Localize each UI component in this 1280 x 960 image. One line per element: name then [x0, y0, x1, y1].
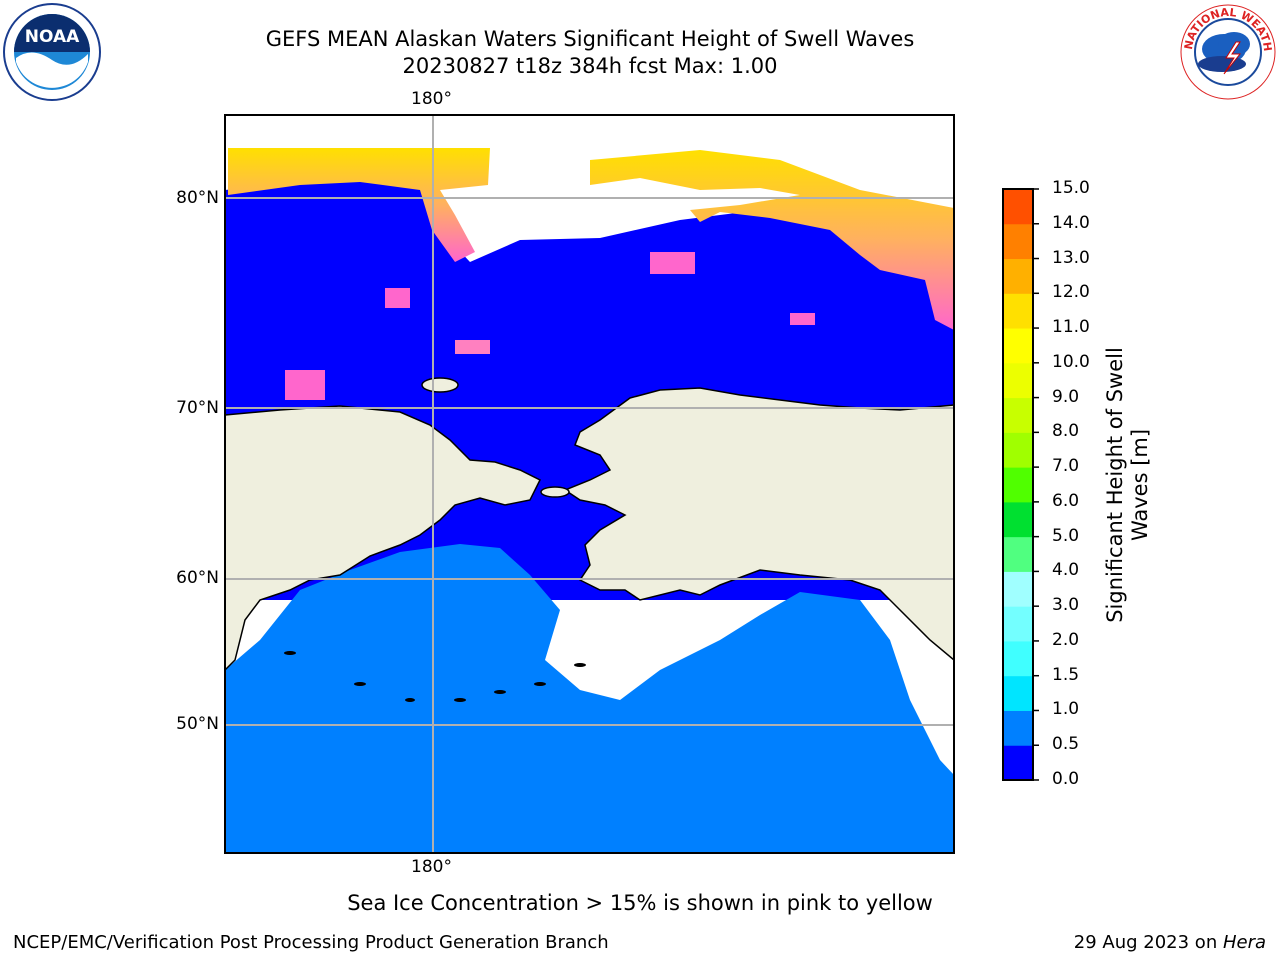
land-st-lawrence: [540, 486, 570, 498]
lon-label-top: 180°: [411, 89, 452, 109]
colorbar-tick-label: 10.0: [1052, 351, 1090, 372]
lat-label-60: 60°N: [176, 568, 219, 588]
map-field: [225, 115, 954, 853]
colorbar-band: [1003, 293, 1033, 329]
colorbar-band: [1003, 675, 1033, 711]
machine-name: Hera: [1222, 932, 1266, 953]
colorbar-band: [1003, 536, 1033, 572]
sea-ice-caption: Sea Ice Concentration > 15% is shown in …: [347, 891, 933, 915]
colorbar-frame: [1002, 188, 1034, 781]
colorbar-band: [1003, 571, 1033, 607]
map-title: GEFS MEAN Alaskan Waters Significant Hei…: [265, 27, 915, 51]
colorbar-tickmarks: [1033, 188, 1039, 781]
ice-patch: [650, 252, 695, 274]
lat-label-80: 80°N: [176, 188, 219, 208]
colorbar-tick-label: 2.0: [1052, 629, 1080, 650]
graticule: [225, 115, 954, 853]
ocean-mid-swell: [225, 544, 954, 853]
ice-patch: [385, 288, 410, 308]
aleutian-islands: [284, 651, 586, 702]
colorbar-tick-label: 7.0: [1052, 456, 1080, 477]
colorbar-tick-label: 3.0: [1052, 595, 1080, 616]
colorbar: [1003, 189, 1033, 781]
colorbar-band: [1003, 189, 1033, 225]
date-text: 29 Aug 2023 on Hera: [1074, 932, 1266, 953]
colorbar-band: [1003, 362, 1033, 399]
colorbar-title: Significant Height of Swell Waves [m]: [1103, 347, 1153, 623]
map-subtitle: 20230827 t18z 384h fcst Max: 1.00: [402, 54, 778, 78]
colorbar-tick-label: 12.0: [1052, 282, 1090, 303]
colorbar-title-line: Significant Height of Swell: [1103, 347, 1127, 623]
colorbar-title-line: Waves [m]: [1128, 428, 1152, 542]
sea-ice-band-east: [590, 150, 954, 330]
lat-label-70: 70°N: [176, 398, 219, 418]
colorbar-tick-label: 5.0: [1052, 525, 1080, 546]
colorbar-band: [1003, 745, 1033, 781]
lon-label-bottom: 180°: [411, 857, 452, 877]
colorbar-tick-label: 11.0: [1052, 317, 1090, 338]
date-value: 29 Aug 2023 on: [1073, 932, 1223, 953]
colorbar-band: [1003, 328, 1033, 364]
colorbar-tick-label: 13.0: [1052, 247, 1090, 268]
colorbar-band: [1003, 710, 1033, 746]
noaa-logo-text: NOAA: [25, 27, 80, 47]
colorbar-tick-label: 8.0: [1052, 421, 1080, 442]
colorbar-tick-label: 14.0: [1052, 212, 1090, 233]
colorbar-tick-label: 1.5: [1052, 664, 1080, 685]
colorbar-band: [1003, 258, 1033, 294]
colorbar-band: [1003, 606, 1033, 642]
colorbar-band: [1003, 501, 1033, 538]
ice-patch: [790, 313, 815, 325]
colorbar-band: [1003, 640, 1033, 677]
colorbar-band: [1003, 432, 1033, 468]
map-frame: [224, 114, 955, 854]
noaa-logo: NOAA: [3, 3, 101, 101]
lat-label-50: 50°N: [176, 714, 219, 734]
colorbar-tick-label: 1.0: [1052, 699, 1080, 720]
sea-ice-band: [228, 148, 490, 262]
credit-text: NCEP/EMC/Verification Post Processing Pr…: [13, 932, 609, 953]
colorbar-tick-label: 0.0: [1052, 769, 1080, 789]
ice-patch: [455, 340, 490, 354]
colorbar-tick-label: 0.5: [1052, 734, 1080, 755]
colorbar-band: [1003, 467, 1033, 503]
land-wrangel: [421, 377, 459, 393]
colorbar-band: [1003, 223, 1033, 260]
colorbar-tick-label: 9.0: [1052, 386, 1080, 407]
colorbar-tick-label: 4.0: [1052, 560, 1080, 581]
ice-patch: [285, 370, 325, 400]
colorbar-tick-label: 6.0: [1052, 490, 1080, 511]
colorbar-band: [1003, 397, 1033, 433]
land-alaska: [563, 387, 954, 661]
colorbar-tick-label: 15.0: [1052, 178, 1090, 198]
nws-logo: NATIONAL WEATHER SERVICE: [1178, 2, 1276, 100]
